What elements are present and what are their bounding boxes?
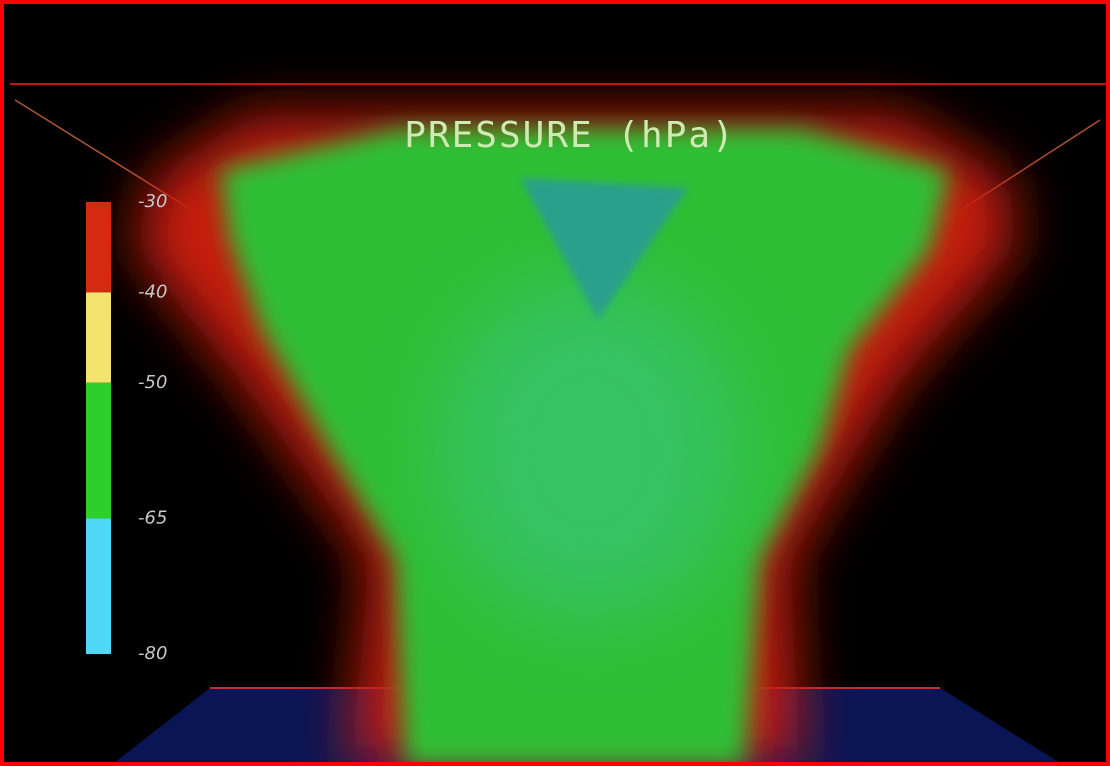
title: PRESSURE (hPa)	[404, 115, 735, 156]
colorbar-segment	[86, 292, 111, 382]
colorbar-segment	[86, 518, 111, 654]
colorbar-tick-label: -50	[138, 372, 167, 393]
colorbar-segment	[86, 202, 111, 292]
colorbar-tick-label: -40	[138, 281, 167, 302]
colorbar-tick-label: -80	[138, 643, 167, 664]
colorbar-tick-label: -65	[138, 507, 167, 528]
visualization: PRESSURE (hPa) -30 -40 -50 -65 -80	[0, 0, 1110, 766]
core-volume	[440, 280, 740, 620]
colorbar-tick-label: -30	[138, 191, 167, 212]
colorbar-segment	[86, 383, 111, 519]
